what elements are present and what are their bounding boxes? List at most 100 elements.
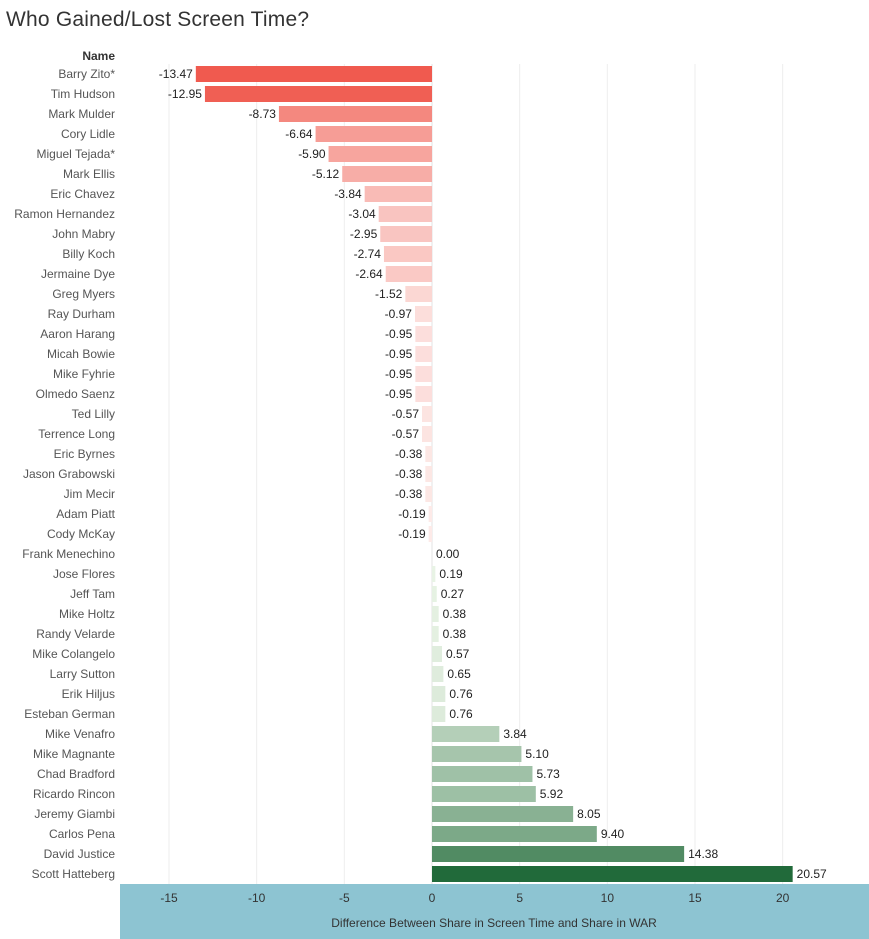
bar [422,426,432,442]
bar [432,626,439,642]
bar [378,206,432,222]
value-label: -2.95 [350,227,378,241]
bar [432,746,522,762]
value-label: 0.57 [446,647,470,661]
value-label: -8.73 [249,107,277,121]
row-labels: Barry Zito* Tim Hudson Mark Mulder Cory Lid… [14,67,115,881]
bar [432,606,439,622]
row-label: Barry Zito* [58,67,115,81]
value-label: 0.27 [441,587,465,601]
bar [425,466,432,482]
bar [415,386,432,402]
bar [432,866,793,882]
value-labels: -13.47 -12.95 -8.73 -6.64 -5.90 -5.12 -3.84 -3.… [159,67,827,881]
tick-label: -10 [248,891,266,905]
bar [328,146,432,162]
value-label: -0.57 [392,407,420,421]
value-label: -0.38 [395,447,423,461]
bar [383,246,432,262]
row-label: Ricardo Rincon [33,787,115,801]
bar [432,766,533,782]
row-label: Eric Byrnes [54,447,115,461]
row-label: Larry Sutton [50,667,115,681]
value-label: 3.84 [503,727,527,741]
row-label: Jermaine Dye [41,267,115,281]
tick-label: 10 [601,891,615,905]
row-label: Erik Hiljus [62,687,115,701]
bar [432,706,446,722]
bar [432,666,444,682]
bar [195,66,432,82]
bar [415,346,432,362]
bars [195,66,793,882]
value-label: 5.92 [540,787,564,801]
row-label: Jim Mecir [64,487,115,501]
row-label: Mark Mulder [48,107,115,121]
value-label: 0.65 [447,667,471,681]
row-label: Aaron Harang [40,327,115,341]
row-label: Greg Myers [52,287,115,301]
value-label: -12.95 [168,87,202,101]
row-label: Billy Koch [62,247,115,261]
tick-label: 15 [688,891,702,905]
value-label: 5.10 [525,747,549,761]
row-label: Mark Ellis [63,167,115,181]
row-label: John Mabry [52,227,115,241]
row-label: Terrence Long [38,427,115,441]
row-label: Ted Lilly [72,407,115,421]
value-label: -0.97 [385,307,413,321]
bar [204,86,432,102]
row-label: Tim Hudson [51,87,115,101]
row-label: Jeff Tam [70,587,115,601]
value-label: 0.76 [449,687,473,701]
row-label: David Justice [44,847,116,861]
bar [432,686,446,702]
bar [432,846,685,862]
row-label: Mike Venafro [45,727,115,741]
row-label: Mike Fyhrie [53,367,115,381]
value-label: 9.40 [601,827,625,841]
bar [380,226,432,242]
row-label: Randy Velarde [36,627,115,641]
row-label: Cory Lidle [61,127,115,141]
value-label: 0.38 [443,607,467,621]
bar [432,826,597,842]
row-label: Adam Piatt [56,507,115,521]
bar [425,446,432,462]
value-label: -0.57 [392,427,420,441]
bar [415,366,432,382]
row-label: Mike Magnante [33,747,115,761]
bar [432,786,536,802]
value-label: -2.64 [355,267,383,281]
value-label: -6.64 [285,127,313,141]
value-label: -0.38 [395,487,423,501]
row-label: Esteban German [24,707,115,721]
row-label: Mike Holtz [59,607,115,621]
row-label: Chad Bradford [37,767,115,781]
bar [432,586,437,602]
row-label: Cody McKay [47,527,115,541]
bar [432,726,500,742]
bar [432,566,436,582]
value-label: 0.76 [449,707,473,721]
bar [425,486,432,502]
value-label: -0.19 [398,507,426,521]
bar [428,526,432,542]
value-label: -0.95 [385,347,413,361]
row-label: Miguel Tejada* [37,147,116,161]
value-label: -0.38 [395,467,423,481]
value-label: -1.52 [375,287,403,301]
bar [415,326,432,342]
bar [278,106,432,122]
value-label: 0.38 [443,627,467,641]
row-label: Jeremy Giambi [34,807,115,821]
x-axis-ticks: -15 -10 -5 0 5 10 15 20 [160,891,789,905]
tick-label: 0 [429,891,436,905]
tick-label: -15 [160,891,178,905]
row-label: Eric Chavez [50,187,115,201]
row-label: Scott Hatteberg [32,867,115,881]
tick-label: -5 [339,891,350,905]
value-label: -0.95 [385,367,413,381]
row-header: Name [82,49,115,63]
bar [428,506,432,522]
